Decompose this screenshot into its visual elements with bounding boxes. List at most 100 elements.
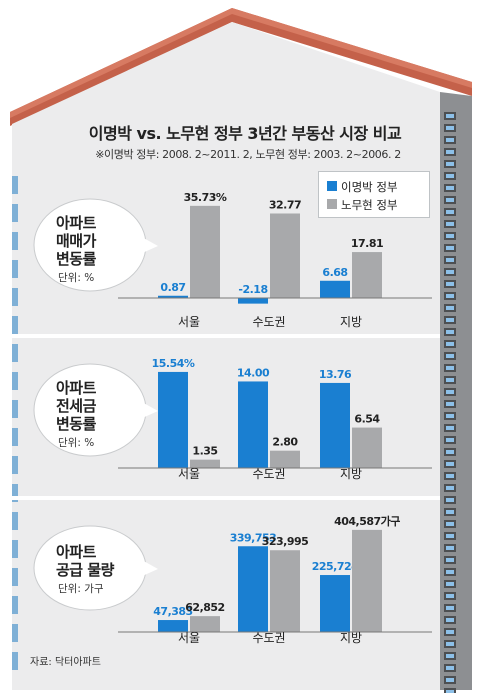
chart-2: 15.54% 14.00 13.76 1.35 2.80 6.54 서울 수도권 지방 [118, 357, 432, 481]
bar-lee-2 [320, 382, 350, 468]
callout-bubble [33, 525, 158, 611]
balcony-window [446, 474, 454, 478]
data-label: 0.87 [160, 281, 185, 294]
balcony-window [446, 174, 454, 178]
bar-lee-1 [238, 298, 268, 304]
balcony-window [446, 594, 454, 598]
balcony-window [446, 618, 454, 622]
window-slat [12, 400, 18, 418]
balcony-window [446, 366, 454, 370]
roof [10, 8, 472, 126]
balcony-window [446, 438, 454, 442]
balcony-window [446, 582, 454, 586]
balcony-window [446, 258, 454, 262]
balcony-window [446, 234, 454, 238]
data-label: 404,587가구 [334, 514, 400, 528]
floor-separator [12, 496, 440, 500]
balcony-window [446, 462, 454, 466]
balcony-window [446, 522, 454, 526]
balcony-window [446, 186, 454, 190]
category-label: 수도권 [252, 631, 285, 645]
chart-1: 0.87 -2.18 6.68 35.73% 32.77 17.81 서울 수도권 지방 [118, 191, 432, 329]
bar-lee-1 [238, 546, 268, 632]
balcony-window [446, 630, 454, 634]
data-label: 47,383 [153, 605, 192, 618]
balcony-window [446, 306, 454, 310]
panel-label-line: 변동률 [56, 250, 96, 268]
window-slat [12, 344, 18, 362]
data-label: 2.80 [272, 436, 298, 449]
category-label: 수도권 [252, 315, 285, 329]
category-label: 지방 [340, 315, 362, 329]
bar-roh-1 [270, 213, 300, 298]
window-slat [12, 428, 18, 446]
window-slat [12, 484, 18, 502]
balcony-window [446, 450, 454, 454]
balcony-window [446, 486, 454, 490]
balcony-window [446, 114, 454, 118]
balcony-window [446, 150, 454, 154]
data-label: 62,852 [185, 601, 224, 614]
category-label: 지방 [340, 467, 362, 481]
category-label: 지방 [340, 631, 362, 645]
balcony-window [446, 162, 454, 166]
category-label: 서울 [178, 467, 200, 481]
panel-label-line: 아파트 [56, 379, 96, 397]
balcony-window [446, 138, 454, 142]
panel-unit: 단위: % [58, 272, 95, 284]
balcony-window [446, 642, 454, 646]
panel-label-supply: 아파트 공급 물량 [56, 543, 114, 579]
window-slat [12, 456, 18, 474]
window-slat [12, 232, 18, 250]
panel-label-line: 전세금 [56, 397, 96, 415]
window-slat [12, 596, 18, 614]
bar-roh-0 [190, 616, 220, 632]
legend-label: 노무현 정부 [341, 198, 398, 212]
balcony-window [446, 246, 454, 250]
window-slat [12, 372, 18, 390]
bar-lee-0 [158, 620, 188, 632]
window-slat [12, 624, 18, 642]
data-label: 32.77 [269, 198, 301, 211]
balcony-window [446, 210, 454, 214]
window-slat [12, 176, 18, 194]
balcony-window [446, 222, 454, 226]
data-label: 225,724 [312, 560, 359, 573]
legend-swatch-roh [327, 199, 337, 209]
data-label: -2.18 [238, 283, 267, 296]
window-slat [12, 316, 18, 334]
panel-unit: 단위: % [58, 437, 95, 449]
legend-swatch-lee [327, 181, 337, 191]
category-label: 서울 [178, 315, 200, 329]
balcony-window [446, 414, 454, 418]
panel-label-line: 아파트 [56, 214, 96, 232]
data-label: 6.68 [322, 266, 347, 279]
data-label: 13.76 [319, 368, 352, 381]
balcony-window [446, 318, 454, 322]
balcony-window [446, 510, 454, 514]
balcony-window [446, 666, 454, 670]
chart-3: 47,383 339,753 225,724 62,852 323,995 404,587… [118, 514, 432, 645]
bar-roh-0 [190, 205, 220, 298]
balcony-window [446, 294, 454, 298]
balcony-window [446, 498, 454, 502]
balcony-window [446, 426, 454, 430]
window-slat [12, 512, 18, 530]
bar-roh-1 [270, 550, 300, 632]
data-label: 17.81 [351, 237, 383, 250]
callout-bubble [33, 198, 158, 292]
callout-bubble [33, 363, 158, 457]
window-slat [12, 260, 18, 278]
period-note: ※이명박 정부: 2008. 2~2011. 2, 노무현 정부: 2003. … [95, 148, 401, 161]
data-label: 14.00 [237, 366, 270, 379]
balcony-window [446, 198, 454, 202]
balcony-window [446, 570, 454, 574]
data-label: 323,995 [262, 535, 309, 548]
legend: 이명박 정부 노무현 정부 [318, 171, 430, 218]
bar-lee-2 [320, 575, 350, 632]
panel-label-line: 매매가 [56, 232, 96, 250]
legend-label: 이명박 정부 [341, 180, 398, 194]
left-window-slats [12, 176, 18, 670]
